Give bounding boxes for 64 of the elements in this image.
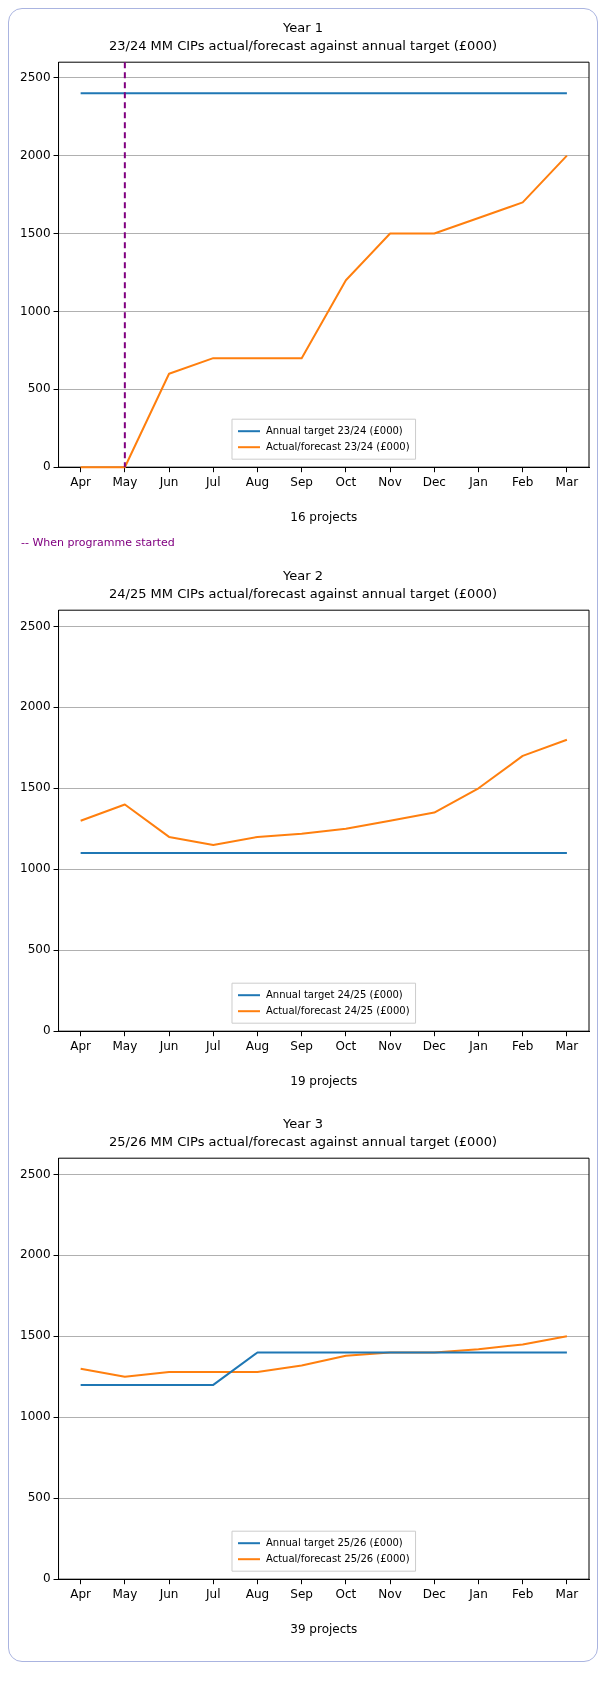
x-tick-label: Jul xyxy=(205,1586,221,1601)
x-tick-label: Apr xyxy=(70,474,92,489)
y-tick-label: 1500 xyxy=(19,1328,51,1343)
x-tick-label: May xyxy=(112,1038,138,1053)
x-tick-label: Aug xyxy=(245,1586,270,1601)
x-tick-label: Feb xyxy=(512,474,534,489)
x-tick-label: May xyxy=(112,474,138,489)
y-tick-label: 500 xyxy=(27,381,51,396)
y-tick-label: 1500 xyxy=(19,780,51,795)
x-tick-label: Nov xyxy=(378,1586,402,1601)
legend-label: Actual/forecast 25/26 (£000) xyxy=(265,1552,410,1564)
x-tick-label: Aug xyxy=(245,474,270,489)
x-tick-label: Jun xyxy=(158,1586,179,1601)
y-tick-label: 2000 xyxy=(19,699,51,714)
x-tick-label: Oct xyxy=(335,1038,357,1053)
legend-label: Annual target 24/25 (£000) xyxy=(265,988,403,1000)
x-tick-label: Jan xyxy=(468,474,488,489)
x-tick-label: Jul xyxy=(205,474,221,489)
x-tick-label: Feb xyxy=(512,1038,534,1053)
y-tick-label: 2500 xyxy=(19,1166,51,1181)
legend-label: Actual/forecast 24/25 (£000) xyxy=(265,1004,410,1016)
x-tick-label: Nov xyxy=(378,1038,402,1053)
x-tick-label: May xyxy=(112,1586,138,1601)
chart-title: Year 1 xyxy=(282,20,323,36)
x-tick-label: Oct xyxy=(335,1586,357,1601)
x-tick-label: Sep xyxy=(290,1586,313,1601)
x-tick-label: Sep xyxy=(290,1038,313,1053)
ref-line-label: -- When programme started xyxy=(21,536,175,550)
y-tick-label: 2000 xyxy=(19,1247,51,1262)
x-tick-label: Nov xyxy=(378,474,402,489)
chart-title: Year 2 xyxy=(282,568,323,584)
x-tick-label: Oct xyxy=(335,474,357,489)
legend-label: Annual target 23/24 (£000) xyxy=(265,424,403,436)
y-tick-label: 2000 xyxy=(19,147,51,162)
x-tick-label: Jul xyxy=(205,1038,221,1053)
y-tick-label: 2500 xyxy=(19,618,51,633)
x-tick-label: Dec xyxy=(422,1586,446,1601)
x-tick-label: Aug xyxy=(245,1038,270,1053)
legend-label: Annual target 25/26 (£000) xyxy=(265,1536,403,1548)
chart-title: Year 3 xyxy=(282,1116,323,1132)
x-tick-label: Apr xyxy=(70,1586,92,1601)
x-tick-label: Jun xyxy=(158,1038,179,1053)
x-tick-label: Jan xyxy=(468,1586,488,1601)
y-tick-label: 500 xyxy=(27,942,51,957)
x-tick-label: Dec xyxy=(422,474,446,489)
x-tick-label: Feb xyxy=(512,1586,534,1601)
y-tick-label: 0 xyxy=(42,459,51,474)
legend-label: Actual/forecast 23/24 (£000) xyxy=(265,440,410,452)
x-tick-label: Apr xyxy=(70,1038,92,1053)
y-tick-label: 1000 xyxy=(19,1409,51,1424)
x-tick-label: Mar xyxy=(555,474,579,489)
x-tick-label: Mar xyxy=(555,1586,579,1601)
y-tick-label: 1000 xyxy=(19,861,51,876)
y-tick-label: 0 xyxy=(42,1571,51,1586)
y-tick-label: 500 xyxy=(27,1490,51,1505)
x-tick-label: Jun xyxy=(158,474,179,489)
y-tick-label: 1500 xyxy=(19,225,51,240)
y-tick-label: 1000 xyxy=(19,303,51,318)
y-tick-label: 0 xyxy=(42,1023,51,1038)
x-tick-label: Jan xyxy=(468,1038,488,1053)
x-tick-label: Dec xyxy=(422,1038,446,1053)
y-tick-label: 2500 xyxy=(19,69,51,84)
x-tick-label: Sep xyxy=(290,474,313,489)
x-tick-label: Mar xyxy=(555,1038,579,1053)
